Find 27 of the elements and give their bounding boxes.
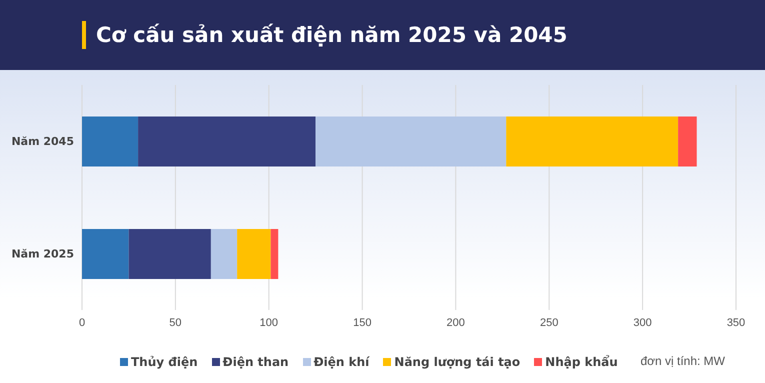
legend-label: Điện than [222, 354, 289, 368]
bar [316, 116, 506, 166]
y-tick-label: Năm 2045 [11, 135, 74, 148]
bar [82, 116, 138, 166]
legend-label: Nhập khẩu [544, 354, 618, 368]
x-tick-label: 200 [446, 316, 465, 329]
bar [82, 229, 129, 279]
legend-label: Điện khí [312, 354, 370, 368]
bar [270, 229, 278, 279]
x-tick-label: 150 [353, 316, 372, 329]
bar [237, 229, 271, 279]
legend-label: Thủy điện [130, 354, 198, 368]
bar [678, 116, 697, 166]
legend-label: Năng lượng tái tạo [393, 354, 520, 368]
x-tick-label: 250 [540, 316, 558, 329]
x-tick-label: 350 [726, 316, 746, 329]
bar [506, 116, 678, 166]
bar [210, 229, 238, 279]
bar [128, 229, 211, 279]
y-tick-label: Năm 2025 [11, 248, 74, 261]
chart-title: Cơ cấu sản xuất điện năm 2025 và 2045 [96, 23, 568, 47]
x-tick-label: 0 [78, 316, 86, 329]
bar [138, 116, 316, 166]
x-tick-label: 50 [169, 316, 182, 329]
x-tick-label: 300 [633, 316, 652, 329]
x-tick-label: 100 [260, 316, 278, 329]
text: đơn vị tính: MW [640, 354, 725, 368]
